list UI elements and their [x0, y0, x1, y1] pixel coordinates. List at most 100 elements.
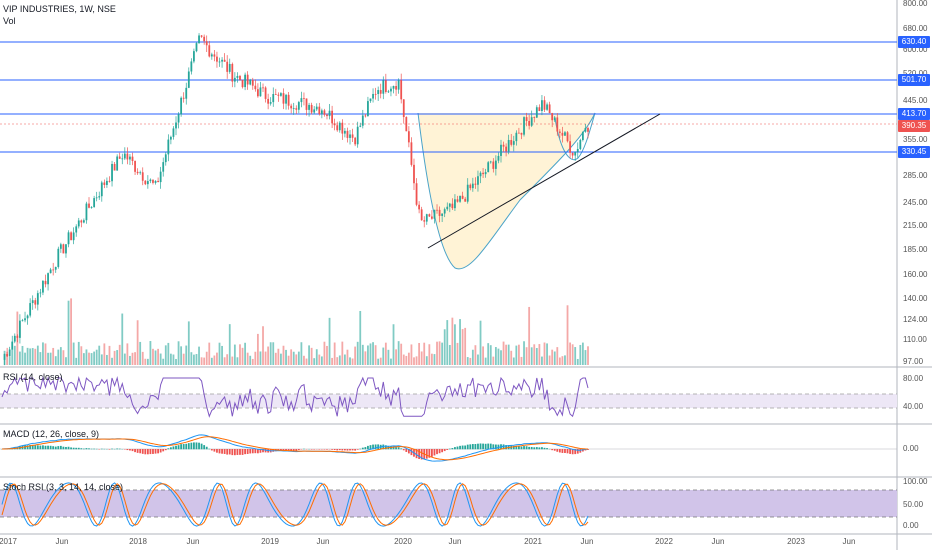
macd-histogram-bar — [382, 444, 385, 450]
volume-bar — [425, 356, 428, 365]
candle-body — [82, 220, 85, 223]
volume-bar — [251, 358, 254, 365]
volume-bar — [584, 350, 587, 365]
volume-bar — [433, 354, 436, 365]
candle-body — [464, 198, 467, 202]
candle-body — [210, 54, 213, 57]
candle-body — [556, 117, 559, 132]
rsi-label[interactable]: RSI (14, close) — [3, 372, 63, 382]
candle-body — [205, 41, 208, 46]
macd-label[interactable]: MACD (12, 26, close, 9) — [3, 429, 100, 439]
macd-histogram-bar — [246, 449, 249, 454]
candle-body — [285, 94, 287, 104]
candle-body — [85, 203, 88, 221]
candle-body — [431, 216, 433, 219]
volume-bar — [80, 346, 83, 365]
macd-histogram-bar — [85, 448, 88, 450]
handle-pattern-outline — [554, 112, 596, 161]
volume-bar — [241, 347, 244, 365]
volume-bar — [581, 342, 584, 365]
volume-bar — [553, 351, 556, 365]
volume-bar — [576, 358, 579, 365]
candle-body — [535, 107, 538, 118]
macd-histogram-bar — [553, 449, 556, 451]
macd-histogram-bar — [187, 443, 190, 450]
macd-histogram-bar — [54, 446, 57, 450]
macd-histogram-bar — [336, 449, 339, 451]
time-tick: 2018 — [129, 537, 147, 546]
volume-bar — [249, 355, 252, 365]
volume-bar — [269, 342, 272, 365]
price-tick: 140.00 — [903, 294, 928, 303]
macd-histogram-bar — [303, 448, 305, 450]
time-tick: Jun — [711, 537, 725, 546]
volume-bar — [346, 349, 349, 365]
candle-body — [24, 318, 26, 321]
volume-bar — [474, 345, 477, 365]
volume-bar — [494, 347, 497, 365]
volume-bar — [254, 351, 257, 365]
volume-bar — [146, 358, 149, 365]
volume-bar — [29, 348, 32, 365]
macd-histogram-bar — [436, 449, 438, 455]
stoch-rsi-label[interactable]: Stoch RSI (3, 3, 14, 14, close) — [3, 482, 124, 492]
volume-bar — [477, 354, 479, 365]
candle-body — [19, 320, 21, 338]
volume-bar — [343, 354, 346, 365]
macd-histogram-bar — [551, 449, 554, 451]
stoch-tick: 0.00 — [903, 521, 919, 530]
macd-histogram-bar — [190, 442, 193, 450]
volume-bar — [13, 345, 16, 365]
symbol-title[interactable]: VIP INDUSTRIES, 1W, NSE — [3, 4, 116, 14]
volume-bar — [407, 352, 410, 365]
candle-body — [182, 97, 185, 99]
volume-bar — [315, 349, 318, 365]
level-tag: 630.40 — [898, 36, 930, 48]
candle-body — [226, 61, 229, 72]
macd-histogram-bar — [333, 449, 336, 451]
candle-body — [558, 131, 561, 133]
candle-body — [310, 104, 313, 113]
macd-histogram-bar — [295, 449, 298, 451]
macd-histogram-bar — [451, 448, 454, 450]
volume-bar — [454, 324, 456, 365]
volume-bar — [280, 353, 282, 365]
candle-body — [356, 126, 359, 145]
macd-histogram-bar — [67, 446, 70, 450]
volume-bar — [152, 348, 154, 365]
macd-histogram-bar — [443, 449, 446, 452]
volume-bar — [246, 352, 249, 365]
macd-histogram-bar — [313, 449, 316, 450]
volume-bar — [320, 356, 323, 365]
price-tick: 185.00 — [903, 245, 928, 254]
volume-bar — [157, 348, 159, 365]
volume-bar — [525, 347, 528, 365]
candle-body — [469, 184, 472, 189]
price-tick: 355.00 — [903, 135, 928, 144]
macd-histogram-bar — [297, 449, 300, 451]
volume-bar — [111, 357, 113, 365]
candle-body — [129, 156, 131, 160]
macd-histogram-bar — [239, 449, 241, 455]
macd-histogram-bar — [167, 448, 170, 450]
candle-body — [492, 161, 495, 169]
volume-bar — [256, 333, 259, 365]
candle-body — [134, 160, 136, 172]
volume-bar — [461, 329, 464, 365]
macd-histogram-bar — [70, 447, 72, 450]
macd-histogram-bar — [331, 449, 334, 450]
candle-body — [259, 87, 262, 97]
candle-body — [372, 93, 374, 99]
candle-body — [581, 131, 584, 140]
macd-histogram-bar — [579, 449, 582, 453]
volume-bar — [126, 343, 129, 365]
macd-histogram-bar — [218, 449, 221, 454]
volume-label[interactable]: Vol — [3, 16, 16, 26]
candle-body — [397, 80, 400, 90]
candle-body — [116, 156, 119, 171]
macd-histogram-bar — [228, 449, 231, 455]
price-tick: 680.00 — [903, 24, 928, 33]
candle-body — [123, 153, 126, 159]
